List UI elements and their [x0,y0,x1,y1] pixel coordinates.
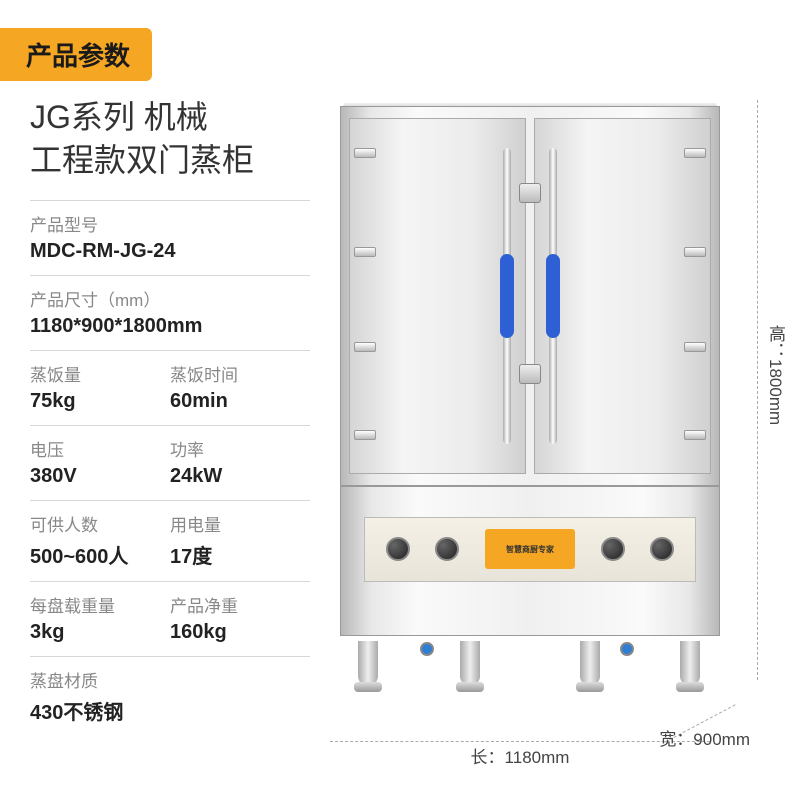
hinge-icon [684,342,706,352]
spec-value: 1180*900*1800mm [30,315,310,338]
title-line1: JG系列 机械 [30,99,208,135]
spec-power: 电压 380V 功率 24kW [30,425,310,500]
hinge-icon [684,247,706,257]
spec-weight: 每盘载重量 3kg 产品净重 160kg [30,581,310,656]
title-line2: 工程款双门蒸柜 [30,142,254,178]
spec-label: 产品型号 [30,211,310,236]
spec-value: 24kW [170,465,310,488]
door-latch [519,183,542,203]
control-knob-icon [435,537,459,561]
control-knob-icon [601,537,625,561]
leg-icon [680,641,700,686]
faucet-icon [420,642,434,656]
spec-label: 产品尺寸（mm） [30,286,310,311]
spec-material: 蒸盘材质 430不锈钢 [30,656,310,737]
control-panel: 智慧商厨专家 [364,517,697,582]
cabinet-body [340,106,720,486]
dimension-height: 高：1800mm [763,100,788,650]
product-title: JG系列 机械 工程款双门蒸柜 [30,96,310,182]
spec-label: 功率 [170,436,310,461]
handle-grip [500,254,514,339]
spec-model: 产品型号 MDC-RM-JG-24 [30,200,310,275]
spec-value: MDC-RM-JG-24 [30,240,310,263]
control-knob-icon [650,537,674,561]
hinge-icon [354,342,376,352]
panel-brand-label: 智慧商厨专家 [485,529,575,569]
hinge-icon [354,430,376,440]
dimension-line-width [330,741,710,742]
spec-value: 380V [30,465,170,488]
faucet-icon [620,642,634,656]
cabinet-base: 智慧商厨专家 [340,486,720,636]
hinge-icon [684,148,706,158]
spec-label: 每盘载重量 [30,592,170,617]
dimension-width: 长：1180mm [330,743,710,768]
spec-rice: 蒸饭量 75kg 蒸饭时间 60min [30,350,310,425]
spec-value: 17度 [170,540,310,569]
leg-icon [460,641,480,686]
dimension-depth: 宽：900mm [659,725,750,750]
door-right [534,118,712,473]
spec-value: 160kg [170,621,310,644]
product-illustration: 智慧商厨专家 [320,96,780,746]
control-knob-icon [386,537,410,561]
hinge-icon [354,247,376,257]
hinge-icon [684,430,706,440]
door-left [349,118,527,473]
spec-label: 蒸盘材质 [30,667,310,692]
steam-cabinet: 智慧商厨专家 [340,96,720,696]
spec-label: 用电量 [170,511,310,536]
spec-label: 蒸饭量 [30,361,170,386]
spec-value: 430不锈钢 [30,696,310,725]
cabinet-legs [340,636,720,686]
leg-icon [580,641,600,686]
spec-label: 可供人数 [30,511,170,536]
spec-value: 60min [170,390,310,413]
spec-column: JG系列 机械 工程款双门蒸柜 产品型号 MDC-RM-JG-24 产品尺寸（m… [30,96,310,737]
handle-grip [546,254,560,339]
spec-size: 产品尺寸（mm） 1180*900*1800mm [30,275,310,350]
spec-value: 75kg [30,390,170,413]
leg-icon [358,641,378,686]
hinge-icon [354,148,376,158]
spec-capacity: 可供人数 500~600人 用电量 17度 [30,500,310,581]
spec-value: 500~600人 [30,540,170,569]
spec-label: 产品净重 [170,592,310,617]
header-badge: 产品参数 [0,28,152,81]
dimension-line-height [757,100,758,680]
spec-value: 3kg [30,621,170,644]
spec-label: 蒸饭时间 [170,361,310,386]
door-latch [519,364,542,384]
spec-label: 电压 [30,436,170,461]
